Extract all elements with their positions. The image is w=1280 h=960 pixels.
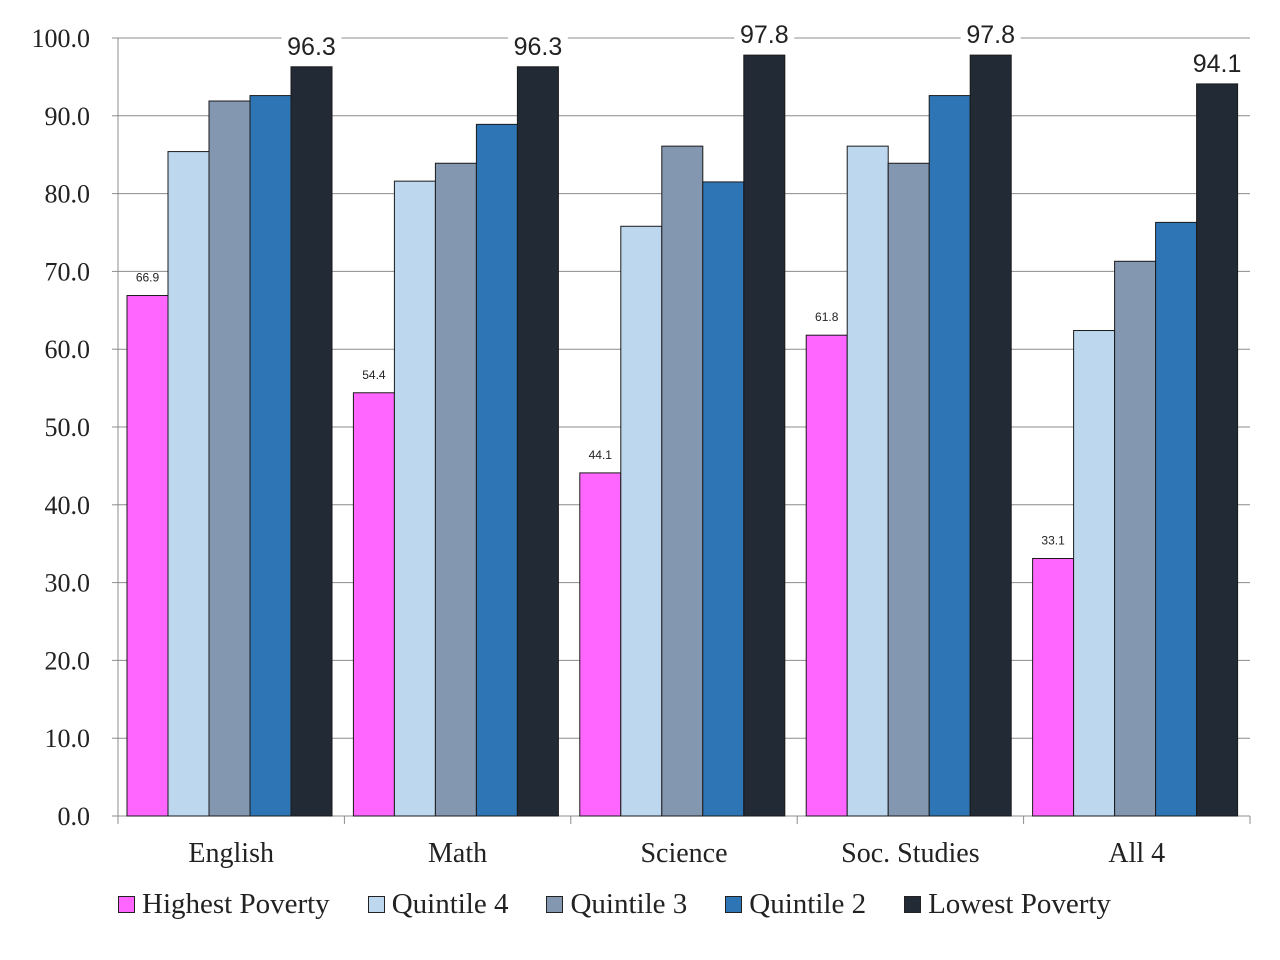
bar bbox=[620, 225, 663, 817]
bar bbox=[126, 295, 169, 817]
x-tick-label: Soc. Studies bbox=[841, 838, 979, 869]
data-label: 97.8 bbox=[740, 21, 789, 49]
y-tick-label: 80.0 bbox=[45, 180, 91, 209]
y-tick-label: 100.0 bbox=[32, 24, 91, 53]
legend-item-quintile-4: Quintile 4 bbox=[367, 887, 509, 921]
bar bbox=[928, 95, 971, 817]
legend-item-quintile-2: Quintile 2 bbox=[725, 888, 866, 921]
bar bbox=[249, 95, 292, 817]
data-label: 96.3 bbox=[287, 33, 336, 61]
y-tick-label: 60.0 bbox=[45, 335, 91, 364]
data-label-background bbox=[1187, 48, 1248, 77]
legend-swatch bbox=[546, 895, 564, 913]
bar bbox=[434, 162, 477, 817]
y-tick-label: 20.0 bbox=[45, 646, 91, 675]
y-tick-label: 10.0 bbox=[45, 724, 91, 753]
x-tick-label: Science bbox=[640, 838, 727, 869]
legend-swatch bbox=[118, 895, 135, 913]
y-tick-label: 40.0 bbox=[45, 491, 91, 520]
legend-swatch bbox=[367, 895, 385, 913]
bar bbox=[208, 100, 251, 817]
bar bbox=[846, 145, 889, 817]
bar bbox=[743, 54, 786, 817]
y-tick-label: 50.0 bbox=[45, 413, 91, 442]
bar bbox=[661, 145, 704, 817]
data-label-background bbox=[281, 31, 342, 60]
bar bbox=[290, 66, 333, 817]
data-label: 61.8 bbox=[815, 310, 839, 324]
legend-label: Quintile 2 bbox=[749, 887, 867, 920]
x-tick-label: English bbox=[188, 838, 274, 869]
legend-label: Quintile 3 bbox=[570, 887, 688, 920]
legend-label: Lowest Poverty bbox=[928, 887, 1111, 920]
y-tick-label: 30.0 bbox=[45, 569, 91, 598]
data-label: 97.8 bbox=[966, 21, 1015, 49]
legend-item-quintile-3: Quintile 3 bbox=[546, 888, 687, 921]
bar bbox=[352, 392, 395, 817]
bar bbox=[702, 181, 745, 817]
bar bbox=[887, 162, 930, 817]
legend-label: Quintile 4 bbox=[391, 887, 509, 920]
bar bbox=[475, 123, 518, 817]
bar bbox=[516, 66, 559, 817]
data-label: 66.9 bbox=[136, 271, 160, 285]
bar bbox=[805, 334, 848, 817]
bar bbox=[1032, 557, 1075, 817]
legend: Highest Poverty Quintile 4 Quintile 3 Qu… bbox=[118, 884, 1111, 924]
bar bbox=[579, 472, 622, 817]
y-tick-label: 90.0 bbox=[45, 102, 91, 131]
data-label: 94.1 bbox=[1193, 50, 1242, 78]
data-label: 44.1 bbox=[589, 448, 613, 462]
legend-swatch bbox=[725, 895, 743, 913]
x-tick-label: Math bbox=[428, 838, 487, 869]
legend-swatch bbox=[904, 895, 922, 913]
legend-item-highest-poverty: Highest Poverty bbox=[118, 888, 330, 921]
bar bbox=[393, 180, 436, 817]
bar bbox=[1073, 330, 1116, 817]
bar-chart: 0.0 10.0 20.0 30.0 40.0 50.0 60.0 70.0 80.0 90.0 1… bbox=[32, 20, 1251, 869]
bar bbox=[1196, 83, 1239, 817]
data-label: 96.3 bbox=[514, 33, 563, 61]
y-tick-label: 70.0 bbox=[45, 257, 91, 286]
legend-label: Highest Poverty bbox=[142, 887, 330, 920]
data-label-background bbox=[960, 20, 1021, 49]
data-label-background bbox=[507, 31, 568, 60]
bar bbox=[1114, 260, 1157, 817]
bar bbox=[969, 54, 1012, 817]
y-tick-label: 0.0 bbox=[58, 802, 91, 831]
legend-item-lowest-poverty: Lowest Poverty bbox=[904, 888, 1111, 921]
bar bbox=[167, 151, 210, 817]
bar bbox=[1155, 221, 1198, 817]
data-label: 33.1 bbox=[1041, 533, 1065, 547]
data-label: 54.4 bbox=[362, 368, 386, 382]
x-tick-label: All 4 bbox=[1108, 838, 1165, 869]
data-label-background bbox=[734, 20, 795, 49]
